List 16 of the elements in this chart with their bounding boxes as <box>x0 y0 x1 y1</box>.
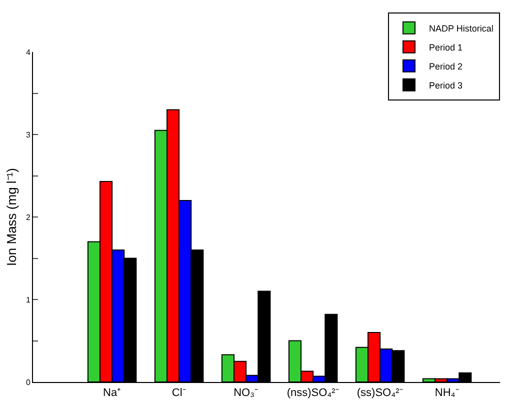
y-tick-label: 0 <box>26 378 31 387</box>
legend-label: Period 1 <box>429 42 463 52</box>
x-tick-label: Cl⁻ <box>172 387 186 400</box>
legend-label: Period 2 <box>429 61 463 72</box>
x-tick-label: NO₃⁻ <box>234 387 259 400</box>
y-tick-label: 1 <box>26 295 31 304</box>
x-tick-label: Na⁺ <box>103 387 122 400</box>
y-tick-label: 4 <box>26 48 31 57</box>
x-tick-label: NH₄⁻ <box>434 387 460 400</box>
y-tick-label: 2 <box>26 212 31 222</box>
legend-label: NADP Historical <box>429 23 494 34</box>
y-axis-title: Ion Mass (mg l⁻¹) <box>4 168 19 266</box>
x-tick-label: (nss)SO₄²⁻ <box>286 387 340 400</box>
x-tick-label: (ss)SO₄²⁻ <box>356 387 404 400</box>
legend-label: Period 3 <box>429 80 463 90</box>
y-tick-label: 3 <box>26 130 31 140</box>
